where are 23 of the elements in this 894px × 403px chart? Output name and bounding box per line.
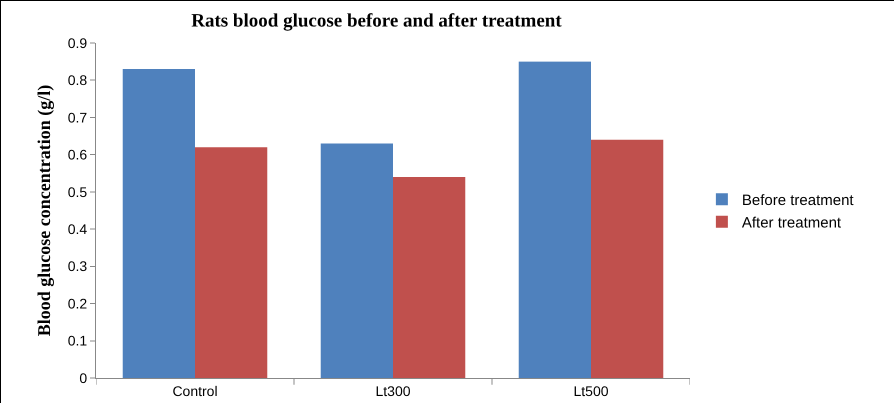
bar <box>195 147 268 378</box>
chart-title: Rats blood glucose before and after treatment <box>191 10 562 32</box>
y-tick-label: 0.6 <box>68 146 88 163</box>
bar <box>393 177 466 378</box>
y-tick-label: 0.3 <box>68 258 88 274</box>
bar <box>591 140 664 378</box>
legend-label: Before treatment <box>742 192 854 210</box>
bar <box>518 62 591 378</box>
x-tick-label: Control <box>172 382 218 399</box>
y-tick-label: 0.7 <box>68 109 88 126</box>
y-tick-label: 0.4 <box>68 221 88 238</box>
bar <box>320 144 393 378</box>
x-tick-label: Lt300 <box>375 382 411 399</box>
y-tick-label: 0.5 <box>68 184 88 200</box>
y-tick-label: 0.2 <box>68 295 88 312</box>
bar <box>122 69 195 378</box>
y-axis-title: Blood glucose concentration (g/l) <box>34 84 54 336</box>
x-tick-label: Lt500 <box>573 382 609 399</box>
y-tick-label: 0.9 <box>68 34 88 51</box>
y-tick-label: 0.1 <box>68 332 88 349</box>
legend-label: After treatment <box>742 214 842 232</box>
y-tick-label: 0 <box>79 370 88 386</box>
y-tick-label: 0.8 <box>68 72 88 88</box>
